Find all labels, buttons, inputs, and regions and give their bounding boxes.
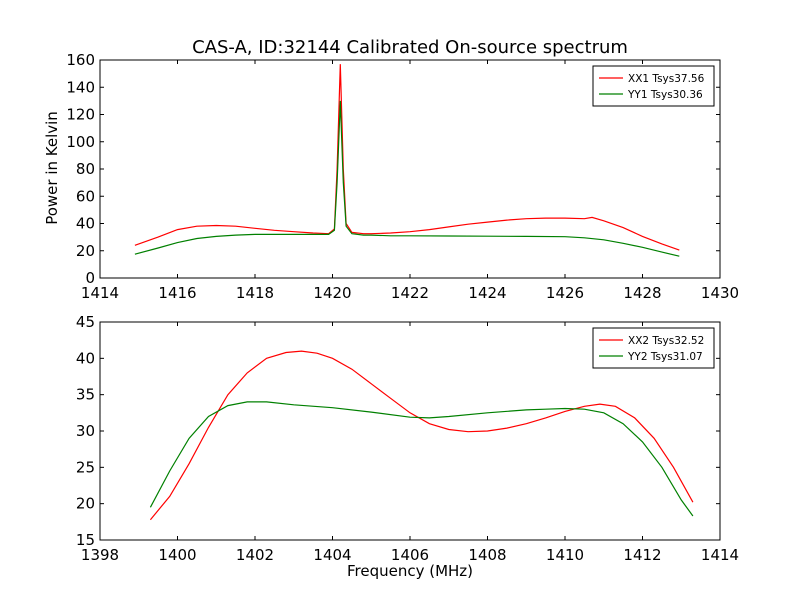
top-x-tick-label: 1414 xyxy=(81,284,119,302)
bottom-x-tick-label: 1412 xyxy=(623,546,661,564)
figure-title: CAS-A, ID:32144 Calibrated On-source spe… xyxy=(192,37,628,58)
top-y-tick-label: 20 xyxy=(76,242,95,260)
bottom-x-axis-label: Frequency (MHz) xyxy=(347,562,473,580)
top-x-tick-label: 1418 xyxy=(236,284,274,302)
bottom-y-tick-label: 25 xyxy=(76,458,95,476)
top-x-tick-label: 1420 xyxy=(313,284,351,302)
bottom-panel: 1398 1400 1402 1404 1406 1408 1410 1412 1414 15 20… xyxy=(76,313,739,564)
bottom-series-line-2 xyxy=(149,401,694,517)
top-y-tick-label: 80 xyxy=(76,160,95,178)
bottom-legend-label-1: XX2 Tsys32.52 xyxy=(628,335,704,347)
bottom-x-tick-label: 1402 xyxy=(236,546,274,564)
top-legend-box xyxy=(592,65,715,107)
bottom-y-tick-label: 45 xyxy=(76,313,95,331)
bottom-legend-box xyxy=(592,327,715,369)
top-x-tick-label: 1422 xyxy=(391,284,429,302)
top-panel: 1414 1416 1418 1420 1422 1424 1426 1428 1430 0 20 4… xyxy=(66,51,739,302)
top-x-tick-label: 1430 xyxy=(701,284,739,302)
top-y-tick-label: 100 xyxy=(66,133,95,151)
bottom-x-tick-label: 1404 xyxy=(313,546,351,564)
top-y-tick-label: 120 xyxy=(66,106,95,124)
top-series-line-1 xyxy=(134,64,680,251)
bottom-y-tick-label: 30 xyxy=(76,422,95,440)
top-y-tick-label: 40 xyxy=(76,215,95,233)
top-x-tick-label: 1426 xyxy=(546,284,584,302)
top-y-tick-label: 0 xyxy=(85,269,95,287)
bottom-series-line-1 xyxy=(149,350,694,521)
bottom-y-tick-label: 15 xyxy=(76,531,95,549)
bottom-x-tick-label: 1414 xyxy=(701,546,739,564)
top-legend-label-1: XX1 Tsys37.56 xyxy=(628,73,705,85)
top-axes-frame xyxy=(99,59,721,279)
top-y-tick-label: 140 xyxy=(66,78,95,96)
top-y-tick-label: 160 xyxy=(66,51,95,69)
top-x-tick-label: 1424 xyxy=(468,284,506,302)
bottom-x-tick-label: 1410 xyxy=(546,546,584,564)
bottom-x-tick-label: 1406 xyxy=(391,546,429,564)
top-legend-label-2: YY1 Tsys30.36 xyxy=(627,89,703,101)
top-y-axis-label: Power in Kelvin xyxy=(43,111,61,225)
bottom-y-tick-label: 35 xyxy=(76,386,95,404)
bottom-x-tick-label: 1408 xyxy=(468,546,506,564)
bottom-axes-frame xyxy=(99,321,721,541)
bottom-legend-label-2: YY2 Tsys31.07 xyxy=(627,351,703,363)
bottom-y-tick-label: 40 xyxy=(76,349,95,367)
bottom-y-tick-label: 20 xyxy=(76,495,95,513)
bottom-x-tick-label: 1400 xyxy=(158,546,196,564)
top-series-line-2 xyxy=(134,100,680,257)
bottom-x-tick-label: 1398 xyxy=(81,546,119,564)
top-x-tick-label: 1428 xyxy=(623,284,661,302)
top-y-tick-label: 60 xyxy=(76,187,95,205)
top-x-tick-label: 1416 xyxy=(158,284,196,302)
